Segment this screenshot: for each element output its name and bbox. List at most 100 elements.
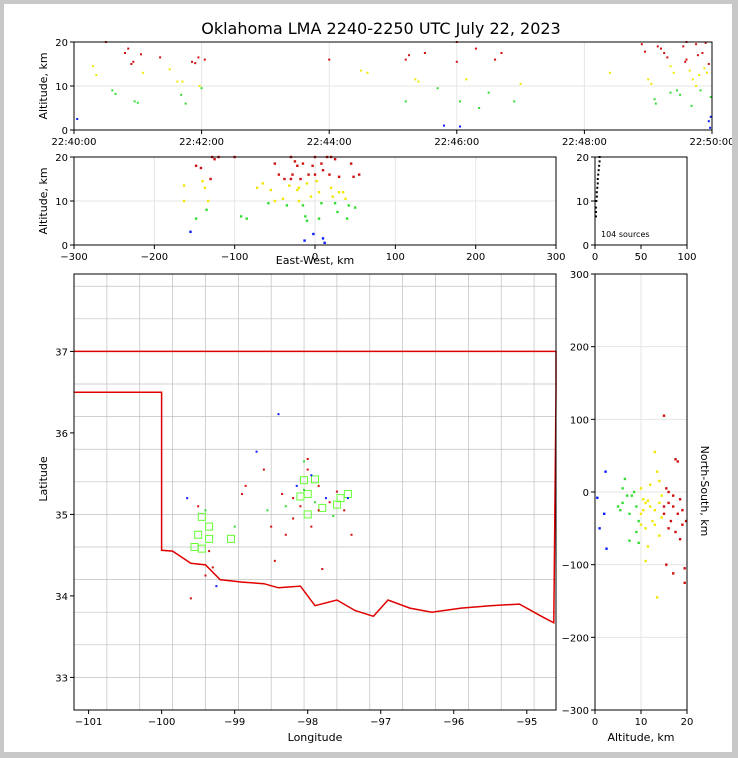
ew-altitude-point <box>273 162 277 165</box>
ew-altitude-point <box>182 184 186 187</box>
plan-view-point <box>270 525 273 528</box>
time-altitude-point <box>124 52 127 54</box>
figure-title: Oklahoma LMA 2240-2250 UTC July 22, 2023 <box>201 19 560 38</box>
oklahoma-border <box>74 350 557 625</box>
ew-altitude-point <box>194 217 198 220</box>
altitude-ns-point <box>604 470 607 473</box>
plan-view-point <box>215 585 218 588</box>
time-altitude-point <box>703 67 706 70</box>
ew-altitude-xtick-label: 100 <box>386 252 405 263</box>
altitude-ns-point <box>616 505 620 508</box>
ew-altitude-point <box>269 188 273 192</box>
altitude-histogram-point <box>597 169 600 172</box>
time-altitude-point <box>682 45 685 48</box>
time-altitude-point <box>366 71 369 74</box>
time-altitude-point <box>114 92 117 95</box>
plan-view-point <box>306 457 309 460</box>
ew-altitude-point <box>328 173 331 176</box>
ew-altitude-point <box>349 162 353 165</box>
ew-altitude-point <box>345 217 349 220</box>
ew-altitude-point <box>344 197 347 200</box>
time-altitude-point <box>707 120 710 123</box>
time-altitude-point <box>133 100 136 103</box>
time-altitude-point <box>690 104 693 107</box>
plan-view-point <box>186 497 189 500</box>
plan-view-point <box>303 460 306 463</box>
time-altitude-point <box>698 74 701 76</box>
lma-station-marker <box>296 492 305 501</box>
altitude-ns-point <box>672 494 675 497</box>
altitude-histogram-point <box>595 195 598 198</box>
time-altitude-point <box>650 82 653 85</box>
altitude-ns-point <box>626 494 629 497</box>
altitude-ns-panel: North-South, km Altitude, km 0 10 20 −300 −2… <box>562 270 711 744</box>
ew-altitude-point <box>297 199 301 203</box>
plan-view-point <box>292 497 295 500</box>
lma-station-marker <box>318 503 327 512</box>
altitude-histogram-point <box>598 164 601 167</box>
altitude-histogram-point <box>595 200 598 202</box>
time-altitude-panel: Altitude, km 22:40:00 22:42:00 22:44:00 22:… <box>37 38 732 148</box>
time-altitude-point <box>404 100 407 103</box>
ew-altitude-point <box>194 164 198 167</box>
time-altitude-point <box>644 50 647 53</box>
plan-view-point <box>328 501 331 504</box>
plan-view-xtick-label: −95 <box>516 717 537 728</box>
time-altitude-point <box>654 102 657 105</box>
ew-altitude-point <box>283 177 286 181</box>
time-altitude-point <box>136 101 139 104</box>
time-altitude-xtick-label: 22:50:00 <box>690 137 732 148</box>
altitude-ns-point <box>678 538 682 541</box>
altitude-ns-point <box>639 523 643 526</box>
plan-view-point <box>204 509 207 512</box>
time-altitude-point <box>95 74 98 76</box>
altitude-ns-point <box>628 539 631 542</box>
lma-station-marker <box>190 543 199 552</box>
time-altitude-point <box>494 58 497 61</box>
time-altitude-point <box>666 56 669 59</box>
plan-view-frame <box>73 273 557 711</box>
altitude-histogram-point <box>595 191 598 194</box>
plan-view-xtick-label: −99 <box>224 717 245 728</box>
ew-altitude-point <box>303 239 306 242</box>
ew-altitude-point <box>277 173 281 176</box>
time-altitude-point <box>704 41 707 44</box>
plan-view-point <box>281 493 284 496</box>
time-altitude-point <box>443 124 446 127</box>
ew-altitude-point <box>307 173 310 176</box>
ew-altitude-point <box>261 182 264 185</box>
plan-view-ytick-label: 37 <box>55 347 68 358</box>
altitude-ns-point <box>658 501 661 505</box>
plan-view-point <box>335 490 338 493</box>
ew-altitude-point <box>320 162 323 165</box>
plan-view-point <box>244 484 247 487</box>
plan-view-point <box>350 533 353 536</box>
ew-altitude-point <box>311 164 314 167</box>
ew-altitude-point <box>309 195 313 198</box>
time-altitude-point <box>709 126 712 129</box>
lma-figure: Oklahoma LMA 2240-2250 UTC July 22, 2023… <box>37 19 732 744</box>
time-altitude-point <box>705 71 708 74</box>
altitude-ns-point <box>637 541 640 545</box>
time-altitude-point <box>659 47 662 50</box>
altitude-ns-point <box>637 519 640 523</box>
altitude-histogram-point <box>596 186 599 189</box>
time-altitude-point <box>656 45 659 48</box>
ew-altitude-point <box>273 199 277 203</box>
time-altitude-point <box>407 54 410 57</box>
ew-altitude-point <box>323 241 326 244</box>
altitude-ns-point <box>646 545 650 548</box>
time-altitude-point <box>197 56 200 59</box>
time-altitude-xtick-label: 22:40:00 <box>52 137 97 148</box>
ew-altitude-point <box>312 232 315 236</box>
time-altitude-point <box>417 80 420 83</box>
time-altitude-point <box>127 47 130 50</box>
altitude-ns-point <box>672 572 675 575</box>
altitude-ns-point <box>665 487 668 490</box>
time-altitude-point <box>707 63 710 65</box>
altitude-ns-point <box>639 487 643 490</box>
altitude-ns-point <box>644 559 647 563</box>
plan-view-ytick-label: 36 <box>55 429 68 440</box>
time-altitude-point <box>519 82 522 85</box>
ew-altitude-point <box>206 199 210 203</box>
